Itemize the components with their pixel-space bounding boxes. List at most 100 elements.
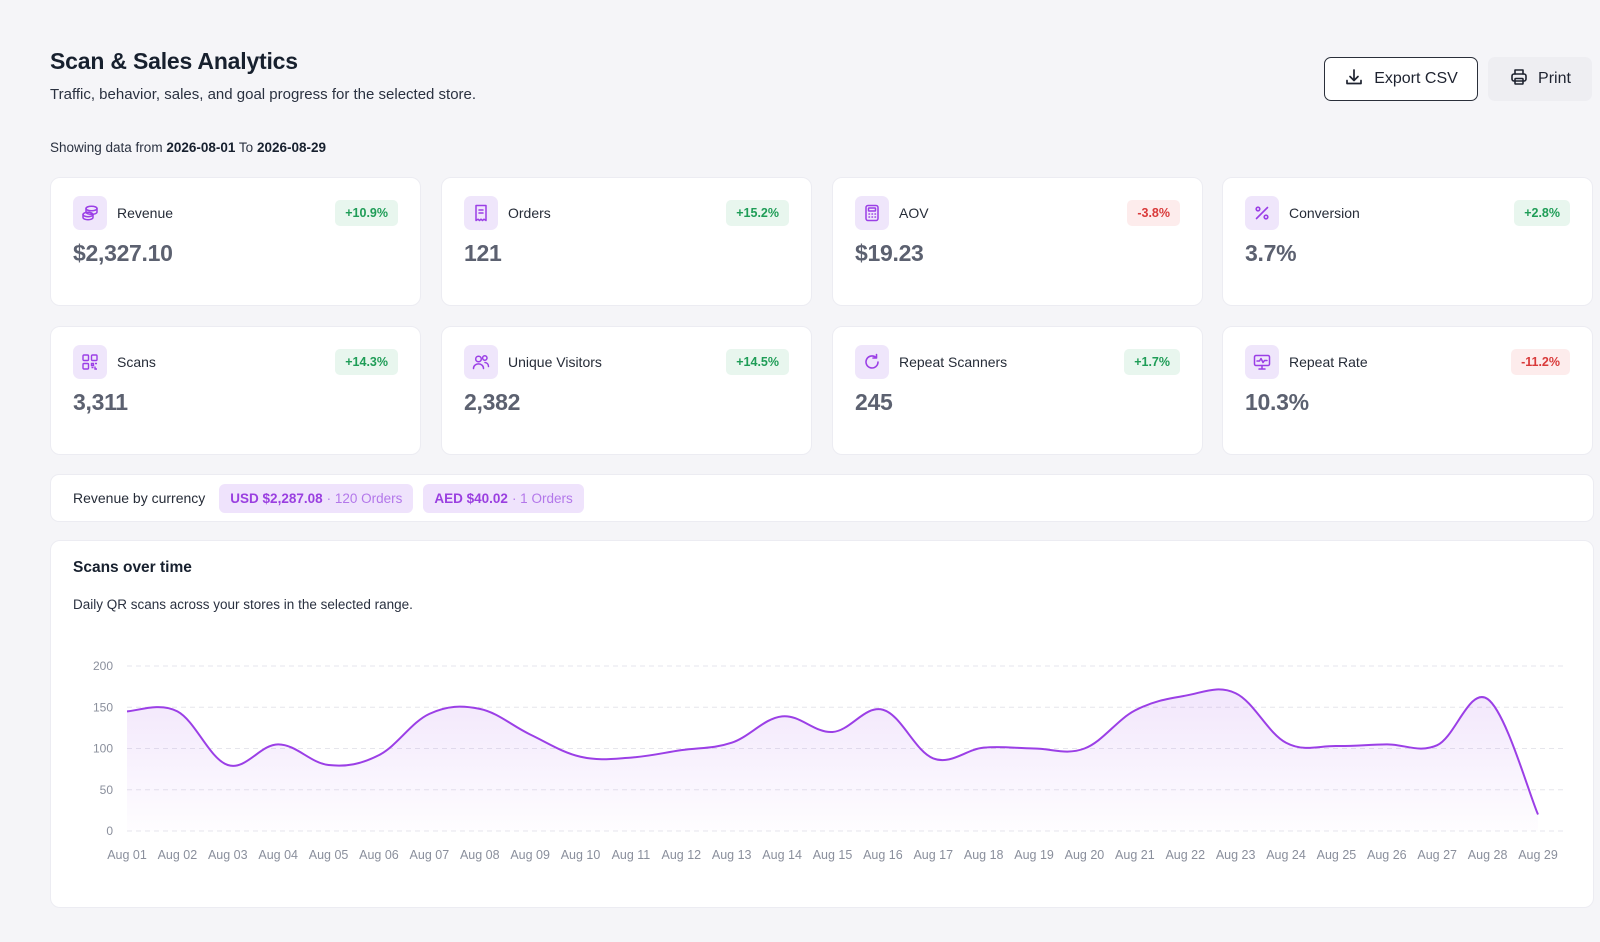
range-prefix: Showing data from bbox=[50, 140, 163, 155]
metric-value: 245 bbox=[855, 389, 893, 415]
print-button[interactable]: Print bbox=[1488, 57, 1592, 101]
metric-value: 10.3% bbox=[1245, 389, 1309, 415]
x-tick-label: Aug 02 bbox=[158, 848, 198, 862]
change-badge: +1.7% bbox=[1124, 349, 1180, 375]
scans-line bbox=[126, 688, 1539, 815]
x-tick-label: Aug 11 bbox=[612, 848, 651, 862]
metric-card-aov: AOV -3.8% $19.23 bbox=[832, 177, 1203, 306]
x-tick-label: Aug 04 bbox=[258, 848, 298, 862]
x-tick-label: Aug 29 bbox=[1518, 848, 1558, 862]
monitor-pulse-icon bbox=[1245, 345, 1279, 379]
calculator-icon bbox=[855, 196, 889, 230]
change-badge: -3.8% bbox=[1127, 200, 1180, 226]
range-start: 2026-08-01 bbox=[166, 140, 236, 155]
metric-card-repeat-rate: Repeat Rate -11.2% 10.3% bbox=[1222, 326, 1593, 455]
y-tick-label: 200 bbox=[93, 659, 113, 673]
metric-card-unique-visitors: Unique Visitors +14.5% 2,382 bbox=[441, 326, 812, 455]
y-tick-label: 150 bbox=[93, 700, 113, 714]
metric-value: 121 bbox=[464, 240, 502, 266]
x-tick-label: Aug 23 bbox=[1216, 848, 1256, 862]
x-tick-label: Aug 20 bbox=[1065, 848, 1105, 862]
download-icon bbox=[1344, 67, 1364, 92]
change-badge: +14.3% bbox=[335, 349, 398, 375]
chart-title: Scans over time bbox=[73, 559, 192, 576]
currency-chip-aed: AED $40.02 · 1 Orders bbox=[423, 483, 584, 513]
currency-amount: USD $2,287.08 bbox=[230, 490, 323, 506]
metric-label: Unique Visitors bbox=[508, 354, 602, 370]
date-range-text: Showing data from 2026-08-01 To 2026-08-… bbox=[50, 140, 326, 155]
x-tick-label: Aug 09 bbox=[510, 848, 550, 862]
change-badge: +15.2% bbox=[726, 200, 789, 226]
change-badge: +2.8% bbox=[1514, 200, 1570, 226]
metric-card-orders: Orders +15.2% 121 bbox=[441, 177, 812, 306]
x-tick-label: Aug 08 bbox=[460, 848, 500, 862]
metric-label: Revenue bbox=[117, 205, 174, 221]
metric-value: 2,382 bbox=[464, 389, 521, 415]
x-tick-label: Aug 24 bbox=[1266, 848, 1306, 862]
change-badge: +14.5% bbox=[726, 349, 789, 375]
range-end: 2026-08-29 bbox=[256, 140, 326, 155]
metric-card-revenue: Revenue +10.9% $2,327.10 bbox=[50, 177, 421, 306]
x-tick-label: Aug 25 bbox=[1317, 848, 1357, 862]
currency-chip-usd: USD $2,287.08 · 120 Orders bbox=[219, 483, 414, 513]
print-label: Print bbox=[1538, 70, 1571, 87]
y-tick-label: 0 bbox=[106, 824, 113, 838]
users-icon bbox=[464, 345, 498, 379]
printer-icon bbox=[1509, 67, 1529, 92]
metric-label: Conversion bbox=[1289, 205, 1360, 221]
range-connector: To bbox=[238, 140, 254, 155]
x-tick-label: Aug 16 bbox=[863, 848, 903, 862]
x-tick-label: Aug 17 bbox=[913, 848, 953, 862]
x-tick-label: Aug 12 bbox=[662, 848, 702, 862]
coins-icon bbox=[73, 196, 107, 230]
currency-amount: AED $40.02 bbox=[434, 490, 508, 506]
page-subtitle: Traffic, behavior, sales, and goal progr… bbox=[50, 86, 477, 103]
x-tick-label: Aug 27 bbox=[1417, 848, 1457, 862]
metric-card-scans: Scans +14.3% 3,311 bbox=[50, 326, 421, 455]
x-tick-label: Aug 05 bbox=[309, 848, 349, 862]
x-tick-label: Aug 06 bbox=[359, 848, 399, 862]
metric-value: $19.23 bbox=[855, 240, 924, 266]
revenue-by-currency-bar: Revenue by currency USD $2,287.08 · 120 … bbox=[50, 474, 1594, 522]
refresh-icon bbox=[855, 345, 889, 379]
change-badge: +10.9% bbox=[335, 200, 398, 226]
x-tick-label: Aug 01 bbox=[107, 848, 147, 862]
x-tick-label: Aug 15 bbox=[813, 848, 853, 862]
metric-value: $2,327.10 bbox=[73, 240, 173, 266]
x-tick-label: Aug 14 bbox=[762, 848, 802, 862]
receipt-icon bbox=[464, 196, 498, 230]
metric-value: 3,311 bbox=[73, 389, 128, 415]
metric-label: Repeat Scanners bbox=[899, 354, 1008, 370]
x-tick-label: Aug 28 bbox=[1468, 848, 1508, 862]
percent-icon bbox=[1245, 196, 1279, 230]
x-tick-label: Aug 07 bbox=[410, 848, 450, 862]
x-tick-label: Aug 10 bbox=[561, 848, 601, 862]
x-tick-label: Aug 22 bbox=[1165, 848, 1205, 862]
export-csv-label: Export CSV bbox=[1374, 70, 1458, 87]
x-tick-label: Aug 03 bbox=[208, 848, 248, 862]
scans-over-time-card: Scans over time Daily QR scans across yo… bbox=[50, 540, 1594, 908]
currency-orders: · 120 Orders bbox=[326, 490, 403, 506]
metric-value: 3.7% bbox=[1245, 240, 1297, 266]
page-title: Scan & Sales Analytics bbox=[50, 48, 298, 74]
metric-card-conversion: Conversion +2.8% 3.7% bbox=[1222, 177, 1593, 306]
metric-card-repeat-scanners: Repeat Scanners +1.7% 245 bbox=[832, 326, 1203, 455]
export-csv-button[interactable]: Export CSV bbox=[1324, 57, 1478, 101]
currency-orders: · 1 Orders bbox=[511, 490, 573, 506]
x-tick-label: Aug 13 bbox=[712, 848, 752, 862]
qr-code-icon bbox=[73, 345, 107, 379]
metric-label: Orders bbox=[508, 205, 551, 221]
metric-label: Scans bbox=[117, 354, 156, 370]
change-badge: -11.2% bbox=[1511, 349, 1570, 375]
y-tick-label: 100 bbox=[93, 742, 113, 756]
chart-subtitle: Daily QR scans across your stores in the… bbox=[73, 597, 413, 612]
x-tick-label: Aug 26 bbox=[1367, 848, 1407, 862]
scans-line-chart: 0 50 100 150 200 Aug 01 Aug 02 Aug 03 Aug 04 Aug… bbox=[93, 659, 1566, 862]
scans-area bbox=[127, 689, 1538, 831]
x-tick-label: Aug 18 bbox=[964, 848, 1004, 862]
y-tick-label: 50 bbox=[100, 783, 114, 797]
metric-label: Repeat Rate bbox=[1289, 354, 1368, 370]
currency-label: Revenue by currency bbox=[73, 490, 206, 506]
x-tick-label: Aug 19 bbox=[1014, 848, 1054, 862]
x-tick-label: Aug 21 bbox=[1115, 848, 1155, 862]
